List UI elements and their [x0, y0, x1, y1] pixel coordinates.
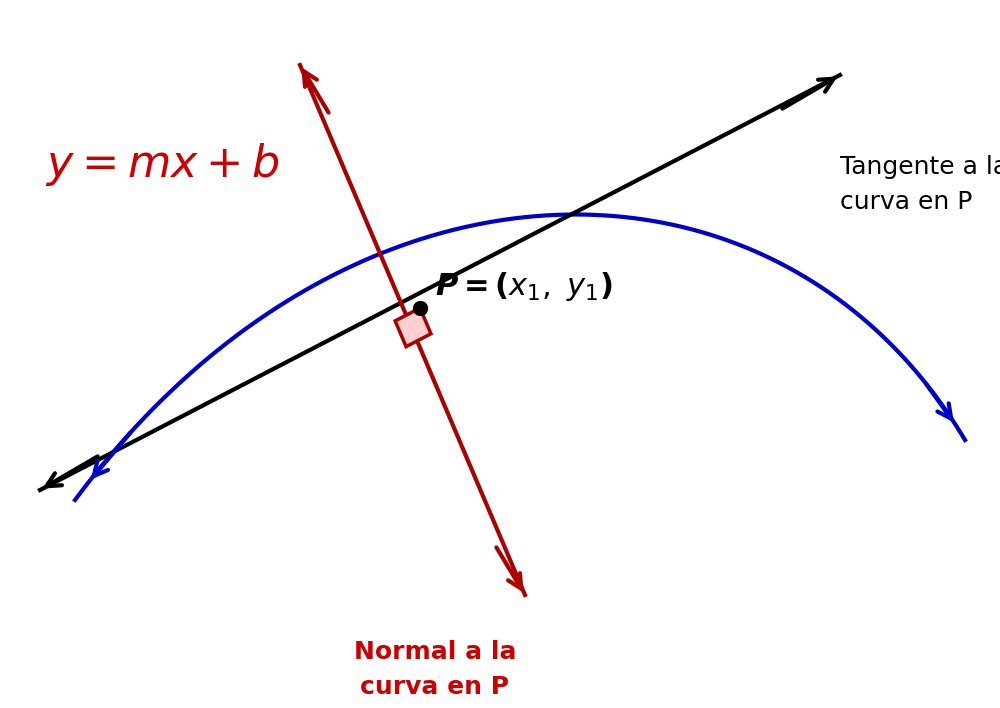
Text: $y = mx + b$: $y = mx + b$ — [45, 142, 280, 188]
Text: Normal a la
curva en P: Normal a la curva en P — [354, 640, 516, 700]
Text: Tangente a la
curva en P: Tangente a la curva en P — [840, 155, 1000, 215]
Polygon shape — [395, 308, 431, 347]
Text: $\boldsymbol{P = (x_1,\ y_1)}$: $\boldsymbol{P = (x_1,\ y_1)}$ — [435, 270, 613, 303]
